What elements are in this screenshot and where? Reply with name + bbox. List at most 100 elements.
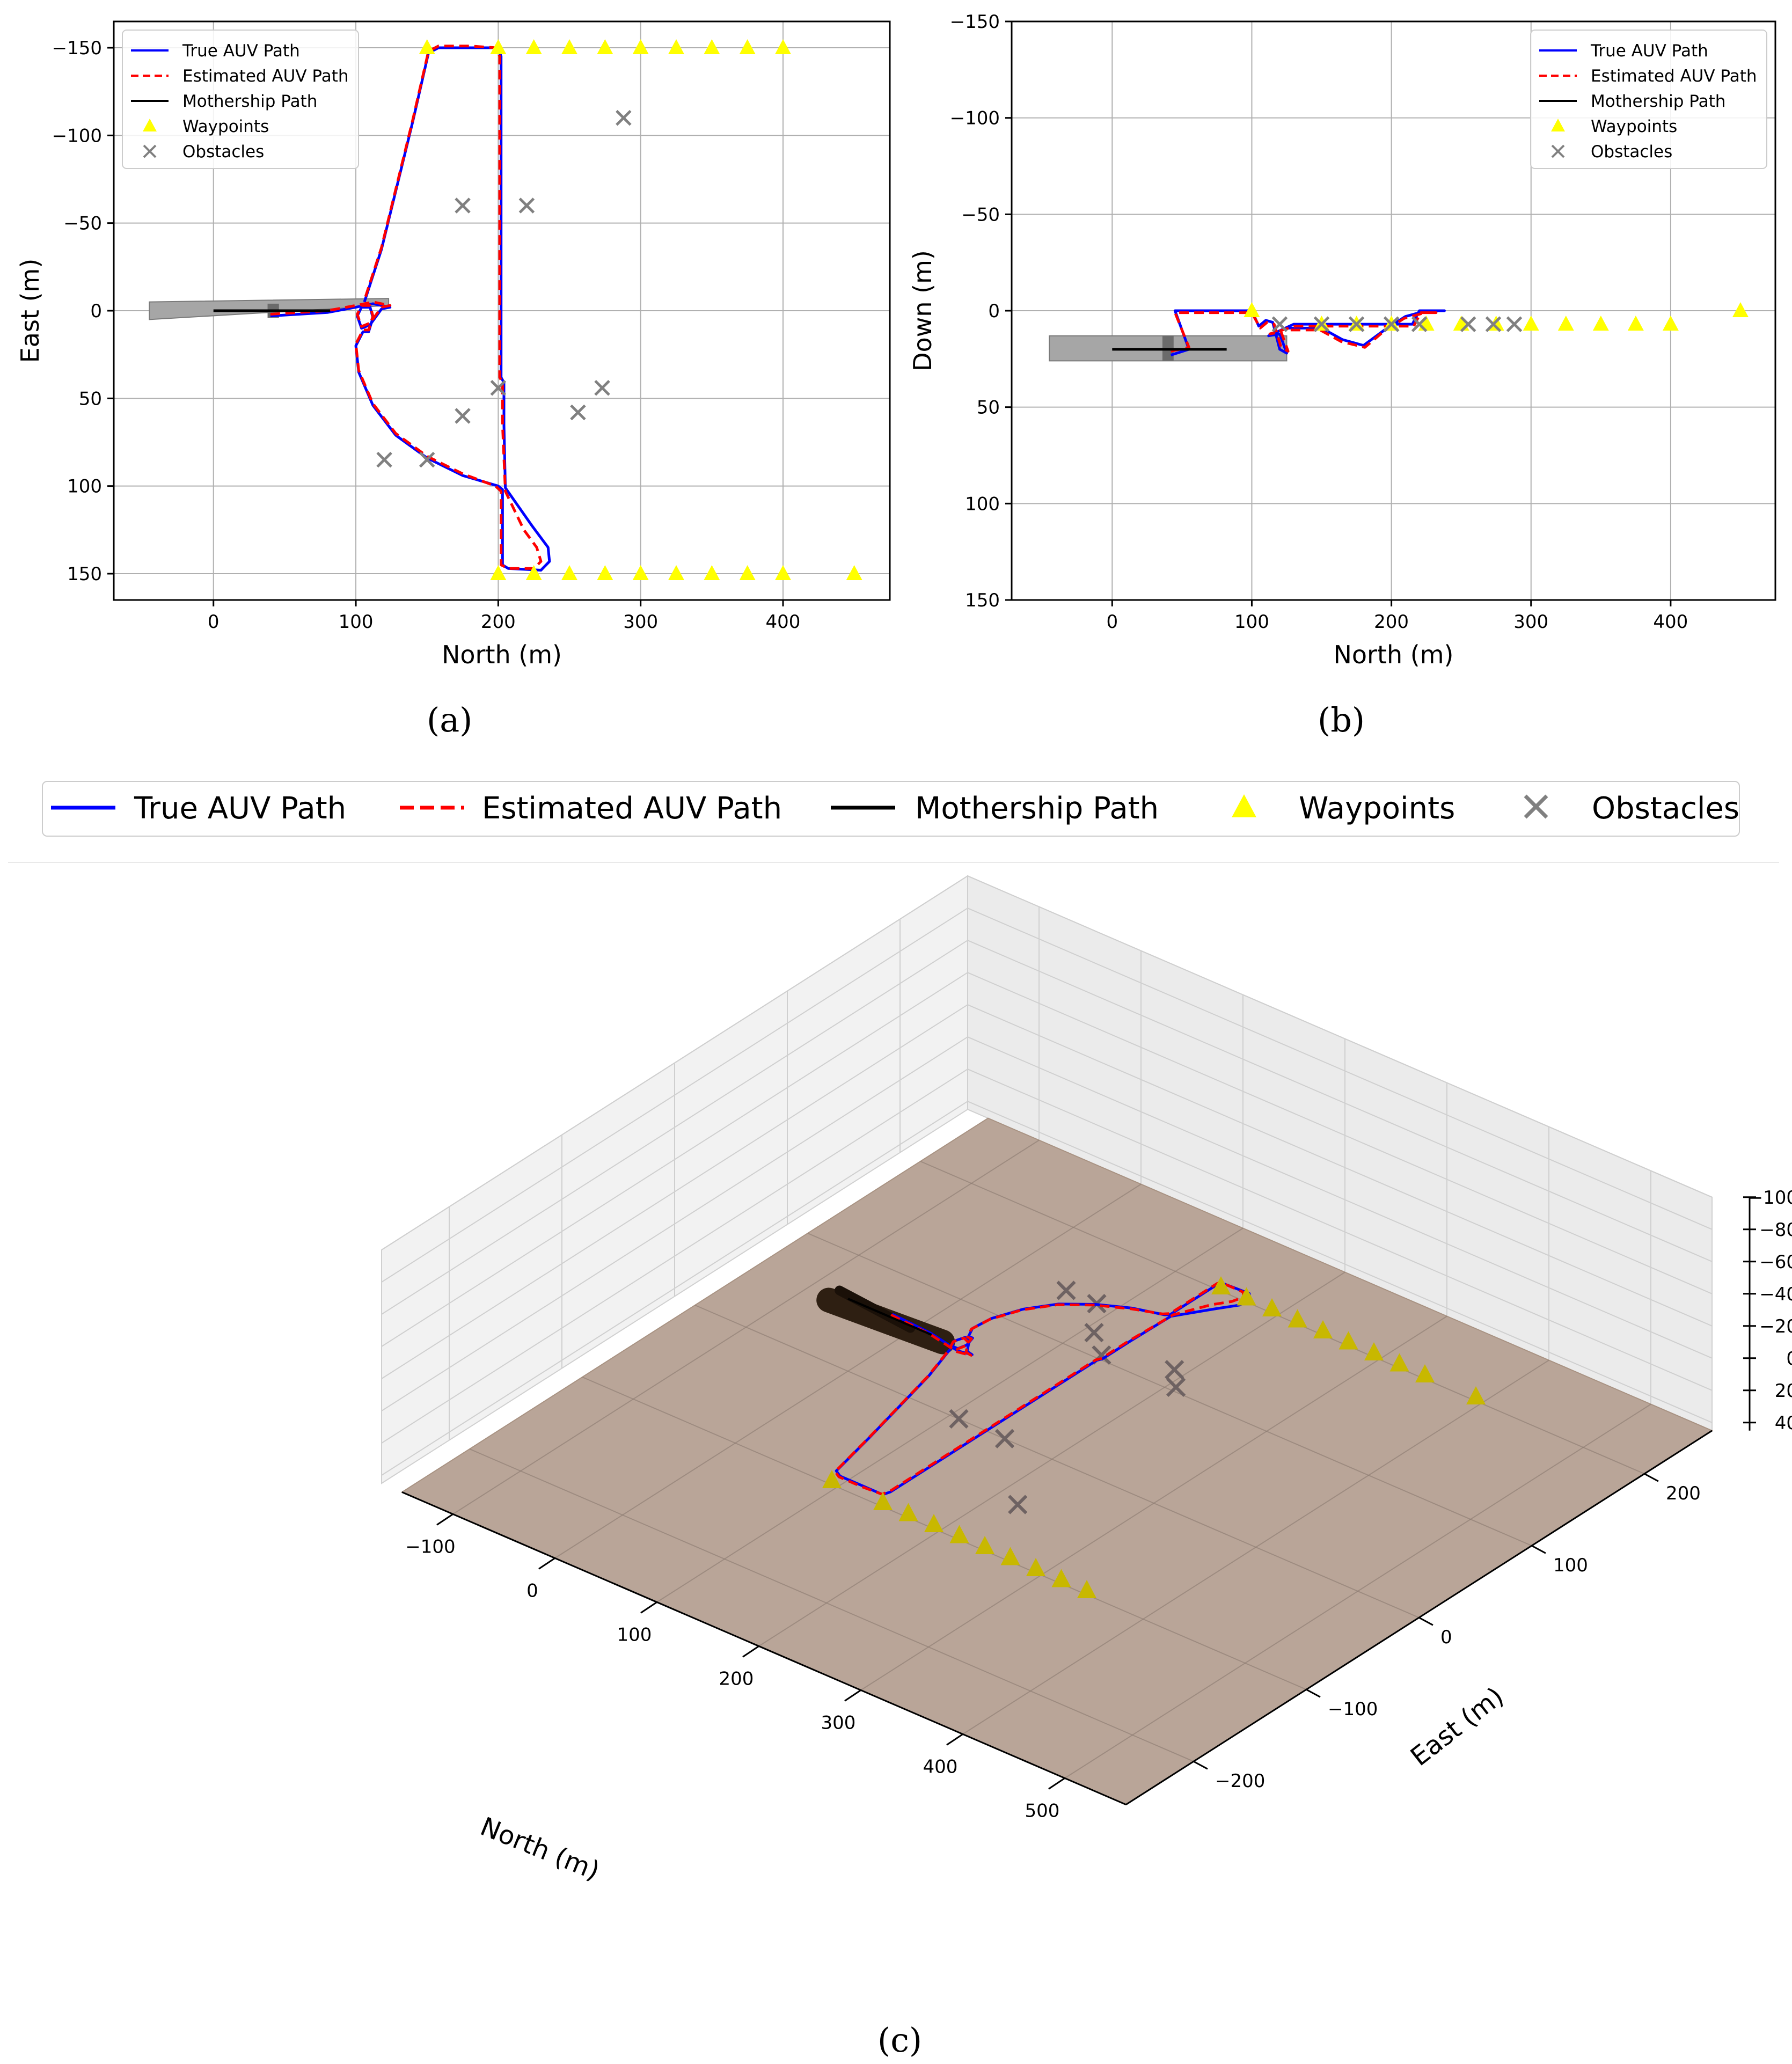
waypoint-marker-3d: [924, 1514, 943, 1532]
tick-north: [742, 1645, 759, 1658]
gridline-floor-north: [962, 1359, 1549, 1735]
waypoint-marker: [668, 39, 685, 54]
legend-a: True AUV Path Estimated AUV Path Mothershi…: [122, 30, 359, 169]
tick-north: [436, 1513, 454, 1526]
waypoint-marker: [1523, 316, 1539, 331]
obstacle-stroke: [1411, 316, 1428, 332]
obstacle-stroke: [518, 197, 535, 214]
waypoint-marker-3d: [1026, 1558, 1045, 1576]
waypoint-marker: [1662, 316, 1679, 331]
obstacle-stroke: [1460, 316, 1476, 332]
tick-label-y: −100: [950, 108, 1000, 129]
legend-label: Mothership Path: [1591, 92, 1725, 111]
waypoint-marker: [525, 565, 542, 580]
obstacle-stroke: [570, 404, 586, 421]
legend-swatch: [1551, 144, 1565, 158]
gridline-z: [381, 907, 968, 1283]
series-estimated-auv-path: [270, 45, 543, 570]
tick-label-east: 200: [1666, 1483, 1701, 1504]
mothership-marker: [1162, 335, 1174, 361]
obstacle-stroke: [1166, 1377, 1186, 1397]
tick-east: [1644, 1473, 1659, 1482]
obstacle-stroke: [570, 404, 586, 421]
waypoint-marker: [775, 39, 792, 54]
tick-label-down: 40: [1775, 1412, 1792, 1434]
gridline-floor-north: [860, 1315, 1447, 1691]
tick-label-x: 300: [1513, 611, 1548, 633]
obstacle-stroke: [1056, 1280, 1076, 1300]
gridline-z: [381, 1068, 968, 1444]
obstacle-stroke: [949, 1409, 969, 1429]
tick-label-y: 50: [79, 388, 102, 409]
axis-title-north: North (m): [476, 1811, 604, 1886]
obstacle-stroke: [376, 451, 392, 468]
waypoint-marker-3d: [873, 1492, 893, 1510]
obstacle-stroke: [1348, 316, 1365, 332]
legend-wp-label: Waypoints: [1299, 791, 1455, 826]
tick-label-y: −150: [52, 38, 102, 59]
waypoint-marker-3d: [898, 1503, 918, 1521]
gridline-z: [381, 875, 968, 1250]
obstacle-marker: [616, 109, 632, 126]
axes-frame: [1011, 20, 1776, 601]
tick-label-north: 200: [719, 1668, 754, 1689]
obstacle-marker: [419, 451, 435, 468]
mothership-hull-3d: [816, 1287, 955, 1355]
obstacle-stroke: [1092, 1345, 1111, 1365]
obstacle-stroke: [1460, 316, 1476, 332]
obstacle-marker: [1348, 316, 1365, 332]
tick-east: [1193, 1760, 1208, 1770]
obstacle-stroke: [949, 1409, 969, 1429]
tick-label-y: 150: [965, 590, 1000, 611]
obstacle-stroke: [994, 1429, 1015, 1448]
gridline-z: [967, 972, 1713, 1294]
tick-label-down: −20: [1759, 1316, 1792, 1337]
obstacle-stroke: [1313, 316, 1330, 332]
tick-label-down: 0: [1786, 1348, 1792, 1370]
legend-swatch-stroke: [1551, 144, 1565, 158]
gridline-floor-north: [554, 1183, 1142, 1559]
waypoint-marker-3d: [822, 1470, 842, 1488]
obstacle-stroke: [1165, 1360, 1184, 1380]
gridline-floor-east: [469, 1448, 1194, 1762]
gridline-floor-north: [1064, 1403, 1651, 1779]
obstacle-stroke: [1348, 316, 1365, 332]
waypoint-marker: [668, 565, 685, 580]
legend-label: Waypoints: [1591, 117, 1677, 136]
obstacle-stroke: [1166, 1377, 1186, 1397]
gridline-z: [967, 1004, 1713, 1327]
waypoint-marker: [419, 39, 435, 54]
waypoint-marker-3d: [1364, 1342, 1384, 1360]
legend-wp-swatch: [1232, 794, 1256, 817]
tick-label-y: −100: [52, 125, 102, 147]
waypoint-marker-3d: [1313, 1320, 1333, 1338]
waypoint-marker: [846, 565, 862, 580]
waypoint-marker-3d: [1288, 1309, 1307, 1328]
gridline-z: [967, 940, 1713, 1262]
legend-label: Obstacles: [182, 142, 264, 162]
obstacle-marker-3d: [994, 1429, 1015, 1448]
obstacle-stroke: [1383, 316, 1400, 332]
obstacle-stroke: [455, 197, 471, 214]
obstacle-stroke: [455, 408, 471, 424]
waypoint-marker-3d: [1415, 1364, 1435, 1382]
waypoint-marker-3d: [1338, 1331, 1358, 1350]
obstacle-marker-3d: [949, 1409, 969, 1429]
obstacle-stroke: [1485, 316, 1502, 332]
obstacle-stroke: [616, 109, 632, 126]
obstacle-stroke: [518, 197, 535, 214]
obstacle-stroke: [1165, 1360, 1184, 1380]
tick-label-x: 300: [623, 611, 658, 633]
tick-east: [1418, 1616, 1433, 1626]
gridline-z: [967, 875, 1713, 1198]
tick-label-y: 0: [988, 301, 1000, 322]
obstacle-marker: [1460, 316, 1476, 332]
gridline-z: [381, 1036, 968, 1411]
waypoint-marker: [1418, 316, 1435, 331]
tick-north: [946, 1733, 963, 1746]
legend-swatch-stroke: [143, 144, 157, 158]
legend-obs-label: Obstacles: [1592, 791, 1739, 826]
obstacle-stroke: [455, 408, 471, 424]
